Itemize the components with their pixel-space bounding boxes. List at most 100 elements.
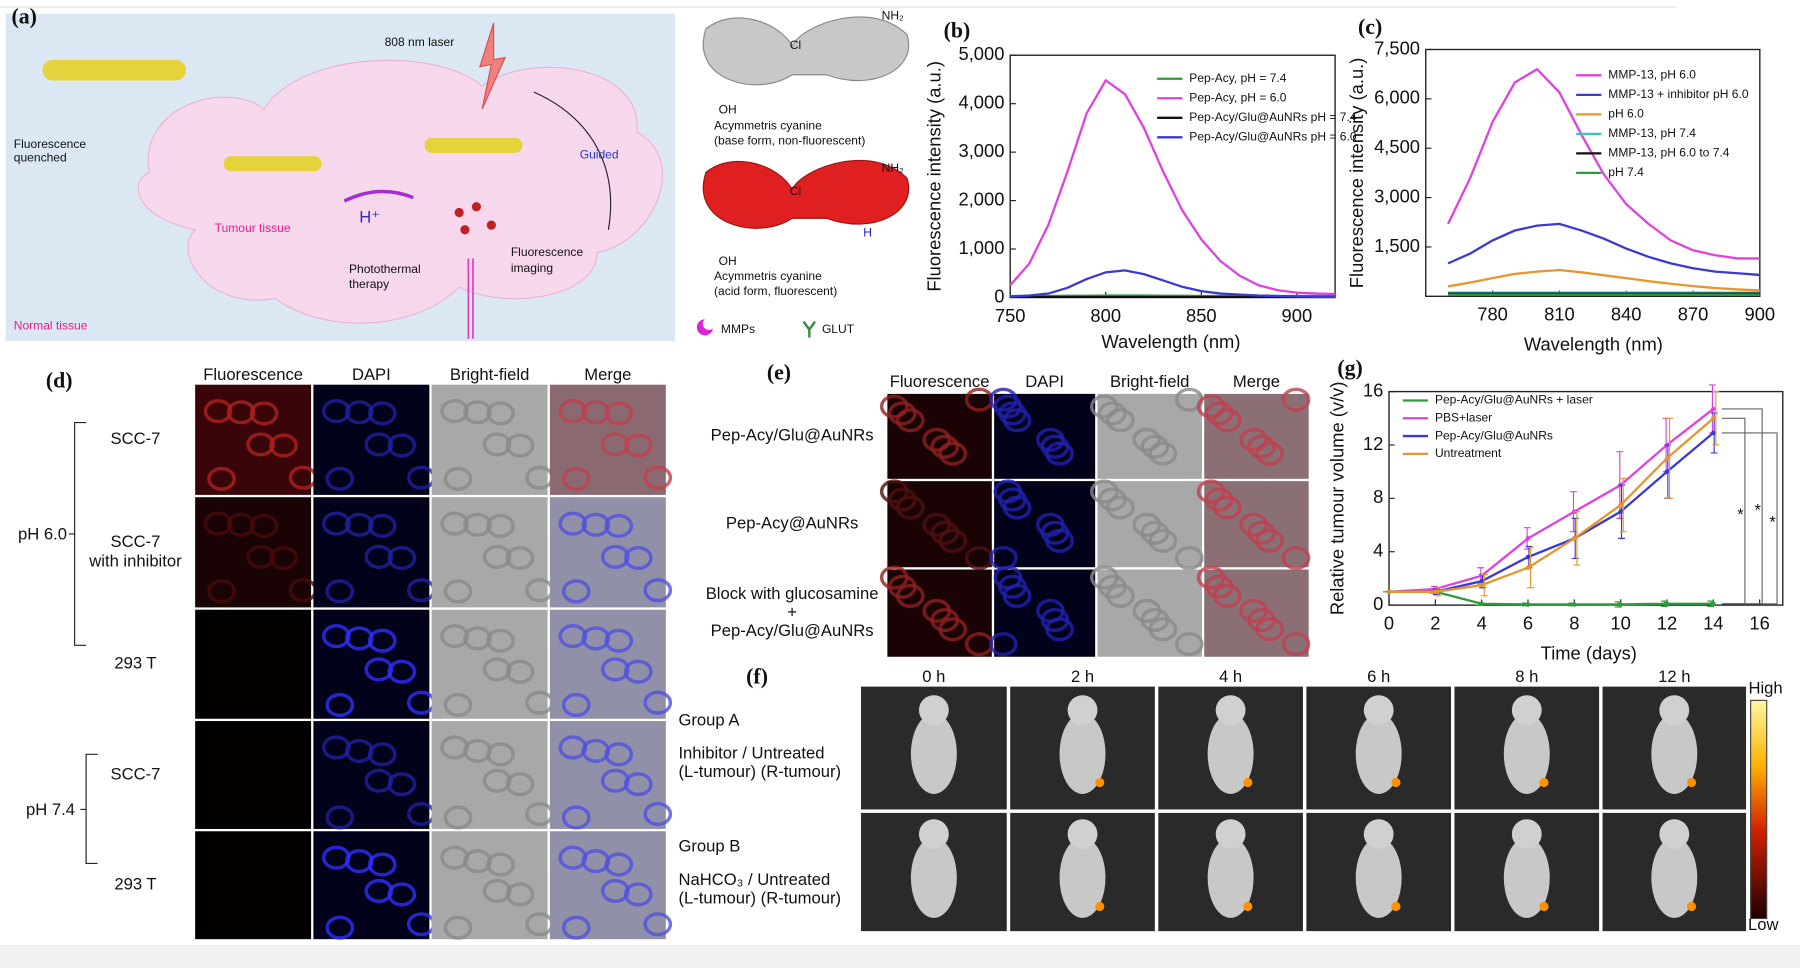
row-label: with inhibitor bbox=[88, 551, 182, 570]
mouse-head bbox=[1215, 819, 1246, 850]
atom: Cl bbox=[790, 184, 801, 198]
cell bbox=[1089, 565, 1119, 590]
cell bbox=[922, 598, 952, 623]
cell bbox=[443, 915, 473, 940]
micrograph bbox=[1097, 569, 1202, 657]
caption: (base form, non-fluorescent) bbox=[714, 134, 865, 148]
column-header: Bright-field bbox=[450, 365, 529, 384]
mouse-head bbox=[1363, 819, 1394, 850]
y-axis-label: Relative tumour volume (v/v) bbox=[1326, 382, 1347, 616]
cell bbox=[1247, 434, 1276, 459]
cell bbox=[1036, 598, 1065, 623]
cell bbox=[269, 545, 298, 571]
panel-e: (e) Fluorescence DAPI Bright-field Merge Pep… bbox=[706, 360, 1311, 657]
micrograph bbox=[195, 721, 312, 829]
micrograph bbox=[994, 481, 1096, 568]
point bbox=[1664, 456, 1670, 461]
group-label: pH 7.4 bbox=[26, 800, 75, 819]
x-tick-label: 10 bbox=[1610, 612, 1630, 633]
point bbox=[1664, 469, 1670, 474]
cell bbox=[623, 772, 653, 797]
cell bbox=[1106, 408, 1135, 433]
error-bar bbox=[1712, 391, 1720, 446]
bottom-bar bbox=[0, 944, 1800, 968]
cell bbox=[463, 400, 492, 425]
x-tick-label: 4 bbox=[1477, 612, 1487, 633]
row-label: SCC-7 bbox=[111, 532, 161, 551]
cell bbox=[938, 441, 968, 466]
cell bbox=[367, 401, 397, 426]
x-tick-label: 900 bbox=[1282, 305, 1313, 326]
point bbox=[1479, 601, 1484, 607]
cell bbox=[505, 772, 535, 797]
cell bbox=[581, 626, 611, 651]
panel-label: (a) bbox=[11, 5, 36, 29]
legend-text: MMP-13, pH 6.0 to 7.4 bbox=[1608, 146, 1729, 160]
cell bbox=[443, 579, 473, 604]
cell bbox=[440, 624, 469, 649]
series-line bbox=[1009, 78, 1336, 296]
mouse-head bbox=[1067, 819, 1098, 850]
legend-text: pH 7.4 bbox=[1608, 165, 1644, 179]
cell bbox=[440, 511, 469, 536]
cell bbox=[486, 628, 515, 653]
point bbox=[1479, 578, 1484, 584]
legend-text: MMP-13, pH 6.0 bbox=[1608, 68, 1696, 82]
mouse-head bbox=[918, 695, 949, 726]
mouse-head bbox=[1511, 695, 1542, 726]
cell bbox=[443, 692, 473, 718]
cell bbox=[1196, 479, 1226, 504]
cell bbox=[463, 626, 492, 651]
cell bbox=[387, 433, 417, 458]
cell bbox=[1196, 565, 1226, 590]
series-line bbox=[1447, 67, 1760, 260]
cell bbox=[322, 624, 351, 649]
error-bar bbox=[1619, 477, 1627, 533]
cell bbox=[558, 399, 588, 424]
legend-text: Pep-Acy, pH = 6.0 bbox=[1189, 90, 1287, 104]
cell bbox=[604, 628, 634, 653]
tumour-signal bbox=[1539, 901, 1549, 912]
cell bbox=[443, 805, 473, 830]
point bbox=[1618, 509, 1623, 514]
panel-d: (d) pH 6.0 pH 7.4 Fluorescence DAPI Bright… bbox=[18, 365, 673, 940]
x-tick-label: 840 bbox=[1611, 304, 1642, 325]
caption: Acymmetris cyanine bbox=[714, 119, 822, 133]
mouse bbox=[1355, 713, 1402, 794]
group-label: (L-tumour) (R-tumour) bbox=[678, 762, 841, 781]
cell bbox=[887, 401, 917, 426]
y-tick-label: 16 bbox=[1363, 379, 1383, 400]
point bbox=[1618, 502, 1623, 508]
cell bbox=[1281, 632, 1311, 657]
x-tick-label: 2 bbox=[1430, 612, 1440, 633]
legend-text: Pep-Acy/Glu@AuNRs + laser bbox=[1435, 393, 1593, 407]
cell bbox=[600, 544, 630, 569]
scale-label: High bbox=[1748, 678, 1782, 697]
legend-text: Pep-Acy/Glu@AuNRs bbox=[1435, 428, 1553, 442]
cell bbox=[1036, 427, 1065, 452]
y-tick-label: 4 bbox=[1373, 540, 1383, 561]
structures: Cl NH₂ OH Acymmetris cyanine (base form,… bbox=[696, 8, 910, 338]
caption: (acid form, fluorescent) bbox=[714, 284, 837, 298]
y-tick-label: 0 bbox=[994, 285, 1004, 306]
y-tick-label: 1,500 bbox=[1374, 235, 1420, 256]
time-label: 12 h bbox=[1658, 667, 1690, 686]
laser-bolt bbox=[479, 22, 507, 110]
mouse-head bbox=[1511, 819, 1542, 850]
point bbox=[1572, 536, 1577, 541]
column-header: Fluorescence bbox=[203, 365, 303, 384]
cell bbox=[600, 432, 630, 457]
mouse-head bbox=[918, 819, 949, 850]
x-axis-label: Wavelength (nm) bbox=[1524, 334, 1663, 355]
nanorod bbox=[223, 156, 322, 172]
cell bbox=[1148, 441, 1178, 466]
plot-frame bbox=[1425, 48, 1761, 297]
cell bbox=[561, 805, 591, 830]
error-bar bbox=[1614, 601, 1622, 608]
tumour-signal bbox=[1391, 901, 1401, 912]
panel-label: (e) bbox=[767, 360, 791, 384]
label: Fluorescence bbox=[511, 245, 584, 259]
mouse-head bbox=[1067, 695, 1098, 726]
row-label: SCC-7 bbox=[111, 764, 161, 783]
